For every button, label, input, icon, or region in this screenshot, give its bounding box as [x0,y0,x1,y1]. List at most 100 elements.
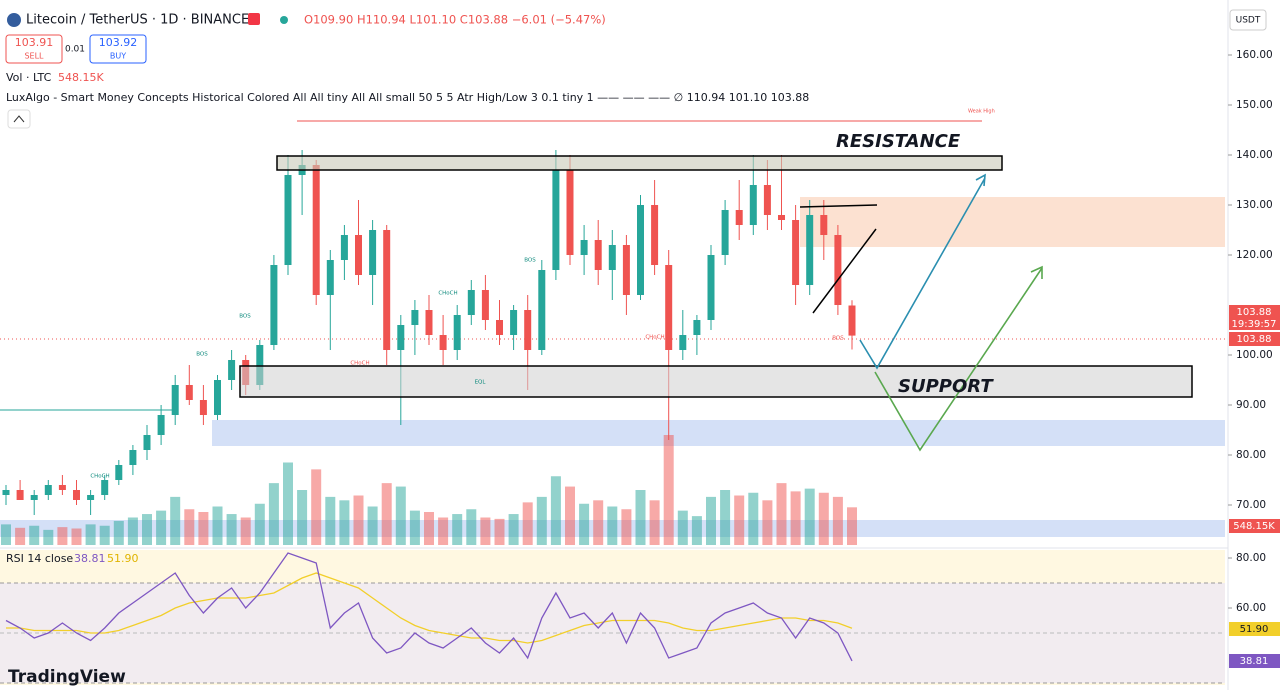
rsi-ma-line [6,572,853,644]
candle-body [340,235,348,260]
volume-bar [71,528,82,545]
volume-bar [762,500,773,545]
volume-bar [480,517,491,545]
rsi-line [5,552,853,662]
volume-bar [847,507,857,545]
structure-label: CHoCH [90,474,109,480]
flag[interactable] [248,13,260,25]
volume-bar [691,516,702,545]
resistance-box [276,155,1003,171]
candle-body [453,315,461,350]
candle-body [270,265,278,345]
volume-bar [452,514,463,545]
currency-button[interactable] [1229,9,1267,31]
buy-price[interactable]: 103.92 [99,36,138,49]
candle-body [665,265,673,350]
collapse-button[interactable] [7,109,31,129]
volume-bar [748,492,759,545]
volume-bar [339,500,350,545]
rsi-tag [1229,654,1280,668]
candle-body [806,215,814,285]
y-tick-label: 70.00 [1236,499,1266,511]
sell-button[interactable] [5,34,63,64]
candle-body [397,325,405,350]
arrow-head [1030,265,1043,279]
candle-body [214,380,221,415]
candle-body [73,490,80,500]
candle-body [580,240,588,255]
volume-bar [522,502,533,545]
structure-label: EQL [475,380,487,386]
volume-bar [113,520,124,545]
candles [1,150,857,545]
structure-label: BOS [196,352,208,358]
candle-body [411,310,419,325]
trend-line [812,228,877,314]
volume-bar [198,512,209,545]
volume-bar [438,517,449,545]
sell-price[interactable]: 103.91 [15,36,54,49]
collapse-icon[interactable] [13,115,25,123]
volume-bar [579,503,590,545]
volume-bar [424,512,434,545]
rsi-tag-text: 38.81 [1240,656,1269,667]
candle-body [439,335,447,350]
candle-body [16,490,24,500]
candle-body [834,235,842,305]
candle-body [524,310,532,350]
candle-body [749,185,757,225]
weak-high-label: Weak High [968,109,995,115]
status-dot [280,16,288,24]
buy-button[interactable] [89,34,147,64]
volume-bar [508,514,519,545]
demand-zone [212,420,1225,446]
buy-label[interactable]: BUY [110,52,126,61]
rsi-value: 38.81 [74,552,106,565]
sell-label[interactable]: SELL [24,52,44,61]
volume-bar [607,506,618,545]
volume-bar [494,518,505,545]
candle-body [481,290,489,320]
volume-bar [804,488,815,545]
last-price: 103.88 [1237,307,1272,318]
volume-bar [254,503,265,545]
volume-bar [29,525,40,545]
volume-bar [706,496,716,545]
projection-arrow [874,267,1043,452]
volume-bar [395,486,406,545]
rsi-ma-value: 51.90 [107,552,139,565]
close-tag [1229,332,1280,346]
candle-body [763,185,771,215]
y-tick-label: 160.00 [1236,49,1273,61]
currency[interactable]: USDT [1236,16,1261,26]
candle-body [143,435,151,450]
volume-bar [57,527,68,545]
structure-label: BOS [239,314,251,320]
volume-bar [15,527,26,545]
volume-label: Vol · LTC [6,71,52,84]
structure-label: CHoCH [645,335,664,341]
volume-tag [1229,519,1280,533]
volume-value: 548.15K [58,71,104,84]
candle-body [44,485,52,495]
projection-arrow [859,177,986,370]
volume-bar [621,509,632,545]
last-price-tag [1229,305,1280,330]
candle-body [2,490,10,495]
candle-body [101,480,109,495]
candle-body [608,245,616,270]
volume-bar [466,509,477,545]
indicator: LuxAlgo - Smart Money Concepts Historica… [6,91,809,104]
volume-bar [184,509,195,545]
spread: 0.01 [65,45,85,55]
candle-body [58,485,66,490]
candle-body [383,230,391,350]
structure-label: BOS [832,336,844,342]
y-tick-label: 90.00 [1236,399,1266,411]
candle-body [594,240,602,270]
candle-body [622,245,630,295]
candle-body [157,415,165,435]
candle-body [355,235,362,275]
volume-bar [85,524,96,545]
volume-bar [381,483,392,545]
